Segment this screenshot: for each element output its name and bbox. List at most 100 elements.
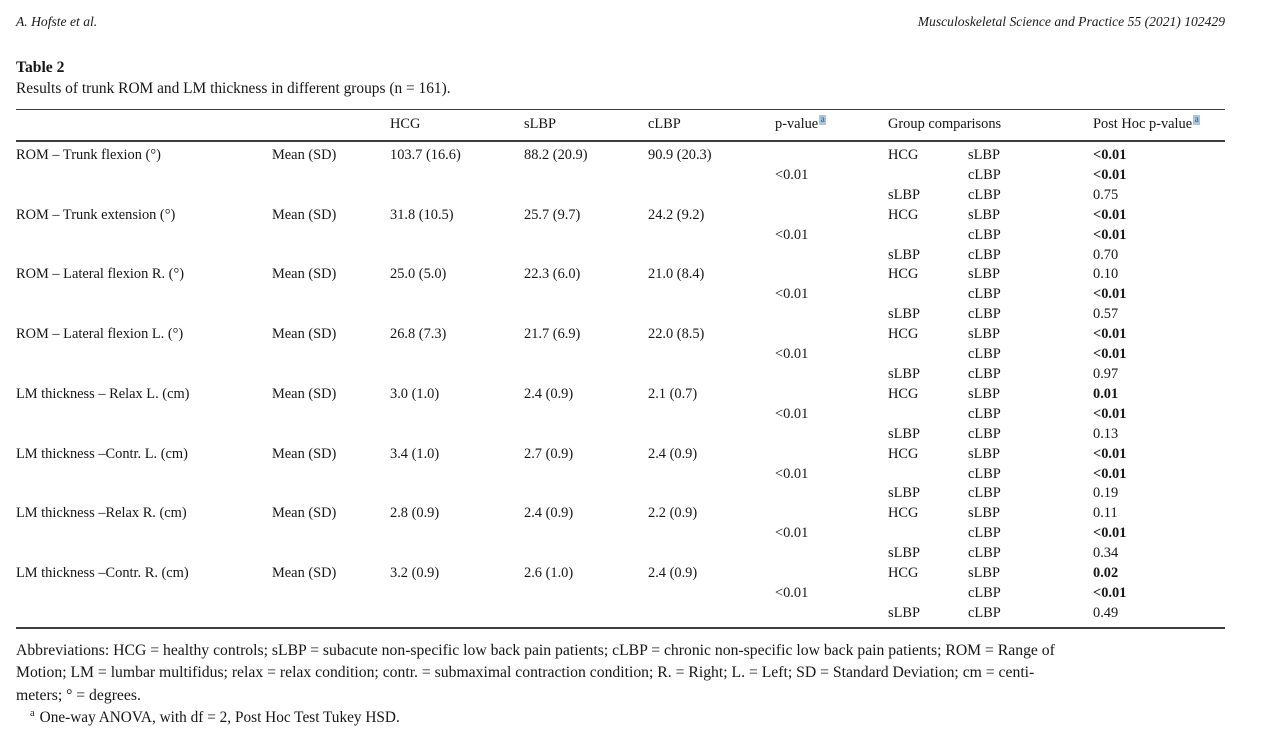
p-value: <0.01 [775,465,809,482]
hcg-value: 3.0 (1.0) [390,385,440,402]
p-value: <0.01 [775,346,809,363]
posthoc-p-value: <0.01 [1093,465,1127,482]
comparison-group-1 [888,345,968,365]
hcg-value [390,305,524,325]
clbp-value [648,226,775,246]
clbp-value [648,604,775,624]
footnote-a: a One-way ANOVA, with df = 2, Post Hoc Te… [16,708,1225,727]
row-label [16,365,272,385]
stat-label [272,365,390,385]
p-value [775,425,888,445]
slbp-value: 2.7 (0.9) [524,445,574,462]
hcg-value [390,425,524,445]
stat-label: Mean (SD) [272,385,337,402]
comparison-group-2: cLBP [968,604,1001,621]
slbp-value [524,186,648,206]
slbp-value: 2.4 (0.9) [524,505,574,522]
p-value [775,484,888,504]
comparison-group-2: cLBP [968,525,1001,542]
comparison-group-1: HCG [888,445,919,462]
clbp-value [648,405,775,425]
posthoc-p-value: <0.01 [1093,405,1127,422]
p-value [775,385,888,405]
comparison-group-1 [888,405,968,425]
hcg-value [390,246,524,266]
hcg-value [390,166,524,186]
slbp-value [524,484,648,504]
posthoc-p-value: <0.01 [1093,326,1127,343]
p-value [775,186,888,206]
stat-label: Mean (SD) [272,505,337,522]
p-value: <0.01 [775,584,809,601]
row-label [16,305,272,325]
row-label: LM thickness –Contr. R. (cm) [16,565,189,582]
footnote-a-link[interactable]: a [1193,115,1201,126]
slbp-value [524,604,648,624]
row-label [16,345,272,365]
slbp-value: 25.7 (9.7) [524,206,581,223]
slbp-value [524,285,648,305]
posthoc-p-value: <0.01 [1093,445,1127,462]
clbp-value: 22.0 (8.5) [648,326,705,343]
stat-label: Mean (SD) [272,206,337,223]
p-value: <0.01 [775,226,809,243]
p-value: <0.01 [775,525,809,542]
posthoc-p-value: 0.57 [1093,306,1119,323]
posthoc-p-value: 0.13 [1093,425,1119,442]
stat-label [272,405,390,425]
comparison-group-2: cLBP [968,485,1001,502]
hcg-value [390,584,524,604]
row-label [16,524,272,544]
posthoc-p-value: <0.01 [1093,346,1127,363]
comparison-group-2: sLBP [968,326,1000,343]
stat-label [272,484,390,504]
p-value [775,325,888,345]
hcg-value [390,285,524,305]
p-value [775,146,888,166]
slbp-value [524,345,648,365]
clbp-value: 2.2 (0.9) [648,505,698,522]
slbp-value: 88.2 (20.9) [524,147,588,163]
slbp-value: 2.6 (1.0) [524,565,574,582]
stat-label [272,465,390,485]
comparison-group-1: sLBP [888,246,920,263]
comparison-group-1 [888,524,968,544]
clbp-value [648,465,775,485]
row-label [16,285,272,305]
clbp-value [648,345,775,365]
footnote-a-link[interactable]: a [819,115,827,126]
clbp-value [648,425,775,445]
stat-label [272,285,390,305]
stat-label [272,305,390,325]
posthoc-p-value: 0.11 [1093,505,1118,522]
table-header-row: HCG sLBP cLBP p-value a Group comparisons… [16,110,1225,140]
column-header-clbp: cLBP [648,116,681,132]
hcg-value [390,365,524,385]
p-value [775,544,888,564]
comparison-group-1: sLBP [888,425,920,442]
p-value [775,265,888,285]
slbp-value: 21.7 (6.9) [524,326,581,343]
row-label [16,465,272,485]
posthoc-p-value: 0.49 [1093,604,1119,621]
post-hoc-header-text: Post Hoc p-value [1093,116,1193,132]
hcg-value: 2.8 (0.9) [390,505,440,522]
journal-reference: Musculoskeletal Science and Practice 55 … [917,14,1225,29]
stat-label [272,584,390,604]
comparison-group-2: cLBP [968,306,1001,323]
stat-label [272,544,390,564]
row-label: LM thickness –Relax R. (cm) [16,505,187,522]
footnote-a-marker: a [30,707,35,719]
comparison-group-2: cLBP [968,226,1001,243]
clbp-value: 2.4 (0.9) [648,565,698,582]
slbp-value [524,524,648,544]
p-value [775,445,888,465]
posthoc-p-value: <0.01 [1093,584,1127,601]
results-table: HCG sLBP cLBP p-value a Group comparisons… [16,109,1225,629]
slbp-value [524,226,648,246]
comparison-group-1: HCG [888,565,919,582]
column-header-post-hoc: Post Hoc p-value a [1093,115,1225,133]
comparison-group-1: sLBP [888,365,920,382]
slbp-value [524,465,648,485]
hcg-value: 3.2 (0.9) [390,565,440,582]
